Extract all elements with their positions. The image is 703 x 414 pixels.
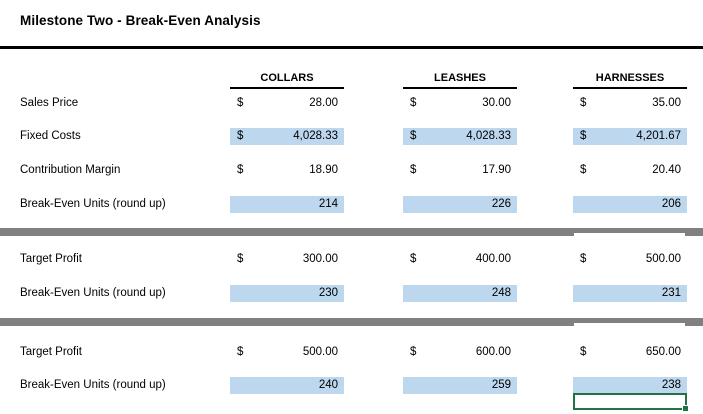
value-cell[interactable]: 238	[573, 376, 687, 394]
currency-symbol: $	[580, 252, 587, 265]
value-cell[interactable]: $35.00	[573, 95, 687, 112]
value-cell[interactable]: 206	[573, 195, 687, 213]
currency-symbol: $	[410, 345, 417, 358]
value-cell[interactable]: $300.00	[230, 251, 344, 268]
cell-value: 4,028.33	[466, 129, 511, 142]
value-cell[interactable]: $500.00	[573, 251, 687, 268]
fill-handle[interactable]	[681, 404, 689, 412]
currency-symbol: $	[237, 252, 244, 265]
value-cell[interactable]: $20.40	[573, 162, 687, 179]
value-cell[interactable]: $650.00	[573, 344, 687, 361]
value-cell[interactable]: $600.00	[403, 344, 517, 361]
row-label-cell[interactable]: Target Profit	[20, 252, 82, 265]
value-cell[interactable]: $4,028.33	[403, 127, 517, 145]
section-divider	[0, 228, 703, 236]
value-cell[interactable]: 231	[573, 284, 687, 302]
cell-value: 300.00	[302, 252, 338, 265]
currency-symbol: $	[580, 164, 587, 176]
currency-symbol: $	[410, 252, 417, 265]
currency-symbol: $	[580, 97, 587, 109]
cell-value: 650.00	[645, 345, 681, 358]
value-cell[interactable]: $28.00	[230, 95, 344, 112]
cell-value: 240	[318, 378, 338, 391]
cell-value: 35.00	[652, 97, 681, 109]
value-cell[interactable]: $400.00	[403, 251, 517, 268]
value-cell[interactable]: $4,028.33	[230, 127, 344, 145]
cell-value: 226	[491, 197, 511, 210]
row-label-cell[interactable]: Fixed Costs	[20, 129, 81, 142]
cell-value: 4,028.33	[293, 129, 338, 142]
currency-symbol: $	[410, 164, 417, 176]
row-label-cell[interactable]: Contribution Margin	[20, 164, 121, 176]
currency-symbol: $	[237, 164, 244, 176]
cell-value: 230	[318, 286, 338, 299]
column-header-harnesses[interactable]: HARNESSES	[573, 70, 687, 89]
section-divider	[0, 318, 703, 326]
value-cell[interactable]: $17.90	[403, 162, 517, 179]
cell-value: 28.00	[309, 97, 338, 109]
currency-symbol: $	[410, 129, 417, 142]
value-cell[interactable]: 230	[230, 284, 344, 302]
cell-value: 500.00	[645, 252, 681, 265]
value-cell[interactable]: 248	[403, 284, 517, 302]
cell-value: 18.90	[309, 164, 338, 176]
cell-value: 231	[661, 286, 681, 299]
cell-value: 259	[491, 378, 511, 391]
cell-value: 20.40	[652, 164, 681, 176]
currency-symbol: $	[237, 97, 244, 109]
value-cell[interactable]: $18.90	[230, 162, 344, 179]
cell-value: 500.00	[302, 345, 338, 358]
cell-value: 238	[661, 378, 681, 391]
cell-value: 4,201.67	[636, 129, 681, 142]
row-label-cell[interactable]: Break-Even Units (round up)	[20, 197, 166, 210]
row-label-cell[interactable]: Sales Price	[20, 97, 79, 109]
active-cell-selection[interactable]	[573, 393, 689, 412]
cell-value: 248	[491, 286, 511, 299]
row-label-cell[interactable]: Break-Even Units (round up)	[20, 286, 166, 299]
cell-value: 400.00	[475, 252, 511, 265]
value-cell[interactable]: $30.00	[403, 95, 517, 112]
divider-notch	[574, 322, 685, 326]
cell-value: 214	[318, 197, 338, 210]
value-cell[interactable]: 214	[230, 195, 344, 213]
currency-symbol: $	[237, 345, 244, 358]
cell-value: 600.00	[475, 345, 511, 358]
column-header-leashes[interactable]: LEASHES	[403, 70, 517, 89]
divider-notch	[574, 232, 685, 236]
value-cell[interactable]: $4,201.67	[573, 127, 687, 145]
currency-symbol: $	[410, 97, 417, 109]
cell-value: 30.00	[482, 97, 511, 109]
title-divider	[0, 46, 703, 49]
value-cell[interactable]: 226	[403, 195, 517, 213]
cell-value: 206	[661, 197, 681, 210]
value-cell[interactable]: $500.00	[230, 344, 344, 361]
row-label-cell[interactable]: Target Profit	[20, 345, 82, 358]
cell-value: 17.90	[482, 164, 511, 176]
value-cell[interactable]: 240	[230, 376, 344, 394]
currency-symbol: $	[580, 345, 587, 358]
page-title: Milestone Two - Break-Even Analysis	[20, 13, 261, 28]
currency-symbol: $	[580, 129, 587, 142]
row-label-cell[interactable]: Break-Even Units (round up)	[20, 378, 166, 391]
value-cell[interactable]: 259	[403, 376, 517, 394]
currency-symbol: $	[237, 129, 244, 142]
column-header-collars[interactable]: COLLARS	[230, 70, 344, 89]
